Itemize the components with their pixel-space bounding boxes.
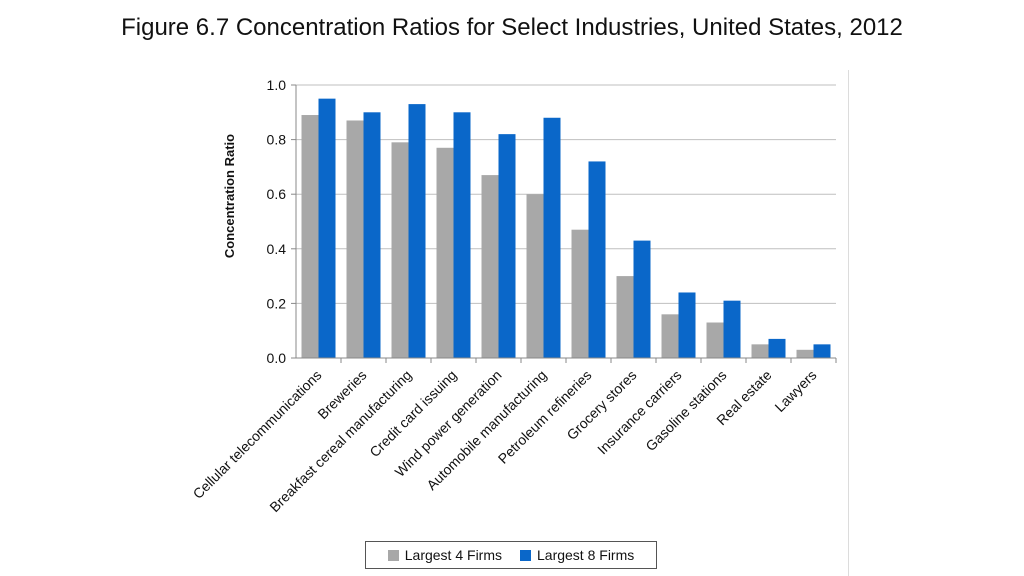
bar-largest-4 <box>391 142 409 358</box>
bar-largest-8 <box>453 112 471 358</box>
bar-largest-8 <box>813 344 831 358</box>
bar-largest-8 <box>588 161 606 358</box>
bar-largest-8 <box>723 300 741 358</box>
divider-line <box>848 70 849 576</box>
gridlines <box>296 84 836 304</box>
x-tick-label: Lawyers <box>771 367 819 415</box>
y-tick-label: 0.6 <box>267 186 287 202</box>
bar-largest-8 <box>318 98 336 359</box>
bar-largest-8 <box>678 292 696 358</box>
bar-largest-4 <box>661 314 679 358</box>
legend-label-largest-4: Largest 4 Firms <box>404 547 502 563</box>
bar-largest-4 <box>346 120 364 359</box>
bar-largest-8 <box>543 117 561 358</box>
page-title: Figure 6.7 Concentration Ratios for Sele… <box>121 14 903 41</box>
y-axis-label: Concentration Ratio <box>222 134 237 258</box>
bar-largest-4 <box>706 322 724 358</box>
legend-item-largest-4: Largest 4 Firms <box>387 547 502 563</box>
bar-largest-8 <box>363 112 381 358</box>
legend-swatch-largest-4 <box>387 549 399 561</box>
y-tick-label: 0.2 <box>267 295 287 311</box>
legend-swatch-largest-8 <box>520 549 531 561</box>
y-tick-label: 0.4 <box>267 241 287 257</box>
bar-largest-4 <box>571 229 589 358</box>
bar-largest-4 <box>436 147 454 358</box>
bar-largest-8 <box>633 240 651 358</box>
x-tick-label: Insurance carriers <box>594 367 685 458</box>
bar-largest-8 <box>498 134 516 358</box>
bar-largest-4 <box>526 194 544 358</box>
bar-largest-4 <box>796 349 814 358</box>
y-tick-label: 0.0 <box>267 350 287 366</box>
bar-largest-8 <box>408 104 426 358</box>
y-tick-label: 0.8 <box>267 132 287 148</box>
axes <box>291 84 837 363</box>
bar-largest-4 <box>301 115 319 358</box>
chart-legend: Largest 4 Firms Largest 8 Firms <box>365 541 657 569</box>
legend-item-largest-8: Largest 8 Firms <box>520 547 634 563</box>
bar-largest-8 <box>768 338 786 358</box>
y-tick-label: 1.0 <box>267 77 287 93</box>
bar-largest-4 <box>616 276 634 358</box>
legend-label-largest-8: Largest 8 Firms <box>537 547 635 563</box>
bar-largest-4 <box>751 344 769 358</box>
bar-largest-4 <box>481 175 499 358</box>
x-tick-label: Gasoline stations <box>642 367 729 454</box>
bars <box>301 98 831 359</box>
